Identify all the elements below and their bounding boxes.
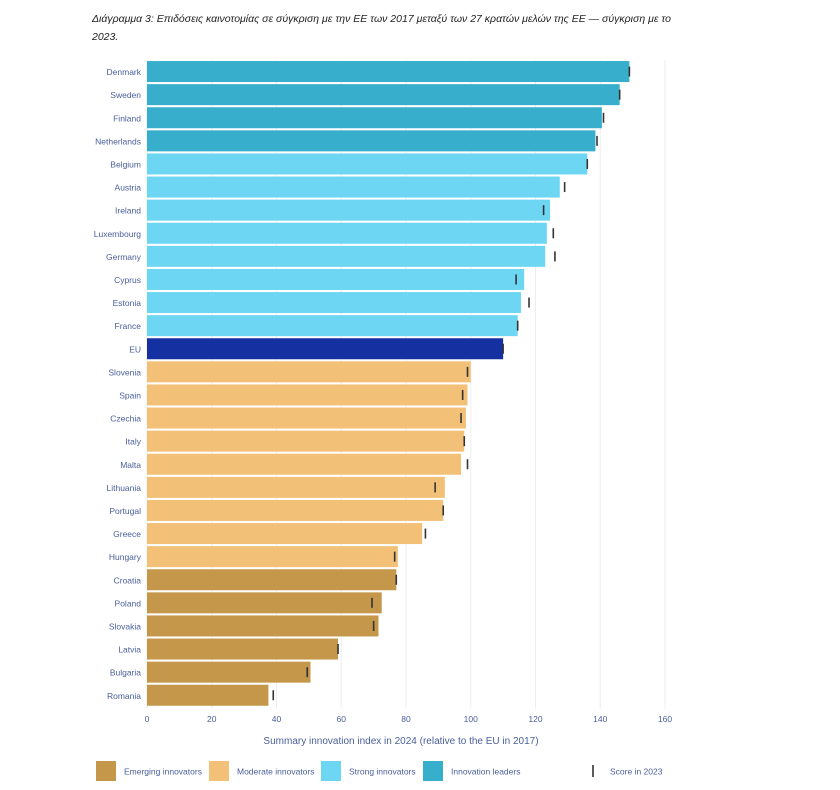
bar xyxy=(147,153,588,175)
bar xyxy=(147,268,525,290)
bar xyxy=(147,592,382,614)
bar xyxy=(147,176,560,198)
legend-swatch xyxy=(423,761,443,781)
legend-label: Emerging innovators xyxy=(124,767,202,777)
x-tick-label: 20 xyxy=(207,714,217,724)
x-tick-label: 100 xyxy=(464,714,478,724)
bar xyxy=(147,453,462,475)
bar xyxy=(147,199,551,221)
x-axis-title: Summary innovation index in 2024 (relati… xyxy=(263,736,538,747)
bar xyxy=(147,338,504,360)
y-tick-label: Denmark xyxy=(107,67,142,77)
y-tick-label: Czechia xyxy=(110,414,141,424)
legend-label: Strong innovators xyxy=(349,767,416,777)
bar xyxy=(147,569,397,591)
bar xyxy=(147,499,444,521)
bar xyxy=(147,84,620,106)
bar xyxy=(147,638,339,660)
bar xyxy=(147,245,546,267)
y-tick-label: Lithuania xyxy=(106,483,141,493)
y-tick-label: Hungary xyxy=(109,552,142,562)
y-tick-label: Luxembourg xyxy=(94,229,142,239)
bar xyxy=(147,430,465,452)
y-tick-label: Ireland xyxy=(115,206,141,216)
y-tick-label: Croatia xyxy=(114,575,142,585)
legend-swatch xyxy=(96,761,116,781)
y-tick-label: Portugal xyxy=(109,506,141,516)
y-tick-label: Spain xyxy=(119,390,141,400)
x-tick-label: 60 xyxy=(337,714,347,724)
y-tick-label: Belgium xyxy=(110,159,141,169)
y-tick-label: Austria xyxy=(115,183,142,193)
bar xyxy=(147,615,379,637)
y-tick-label: Bulgaria xyxy=(110,668,141,678)
y-tick-label: Greece xyxy=(113,529,141,539)
bar xyxy=(147,476,445,498)
y-tick-label: Slovenia xyxy=(108,367,141,377)
bar xyxy=(147,292,521,314)
bar xyxy=(147,407,466,429)
x-tick-label: 0 xyxy=(145,714,150,724)
bar xyxy=(147,684,269,706)
bar xyxy=(147,315,518,337)
legend-label: Moderate innovators xyxy=(237,767,315,777)
legend-swatch xyxy=(209,761,229,781)
chart-caption: Διάγραμμα 3: Επιδόσεις καινοτομίας σε σύ… xyxy=(92,13,671,43)
y-tick-label: Finland xyxy=(113,113,141,123)
y-tick-label: Latvia xyxy=(118,645,141,655)
y-tick-label: Slovakia xyxy=(109,621,141,631)
x-tick-label: 140 xyxy=(593,714,607,724)
legend-label: Innovation leaders xyxy=(451,767,520,777)
bar xyxy=(147,361,471,383)
x-tick-label: 160 xyxy=(658,714,672,724)
y-tick-label: Netherlands xyxy=(95,136,141,146)
legend-swatch xyxy=(321,761,341,781)
y-tick-label: EU xyxy=(129,344,141,354)
y-tick-label: Poland xyxy=(115,598,142,608)
bar xyxy=(147,384,468,406)
bar xyxy=(147,222,547,244)
y-tick-label: France xyxy=(115,321,142,331)
x-tick-label: 40 xyxy=(272,714,282,724)
y-tick-label: Sweden xyxy=(110,90,141,100)
x-tick-label: 80 xyxy=(401,714,411,724)
bar xyxy=(147,107,602,129)
x-tick-label: 120 xyxy=(528,714,542,724)
bar xyxy=(147,661,311,683)
bar xyxy=(147,523,423,545)
bar xyxy=(147,546,398,568)
y-tick-label: Estonia xyxy=(113,298,142,308)
y-tick-label: Italy xyxy=(125,437,141,447)
bar xyxy=(147,61,630,83)
bar xyxy=(147,130,596,152)
legend-label: Score in 2023 xyxy=(610,767,663,777)
y-tick-label: Germany xyxy=(106,252,142,262)
y-tick-label: Romania xyxy=(107,691,141,701)
y-tick-label: Malta xyxy=(120,460,141,470)
y-tick-label: Cyprus xyxy=(114,275,141,285)
